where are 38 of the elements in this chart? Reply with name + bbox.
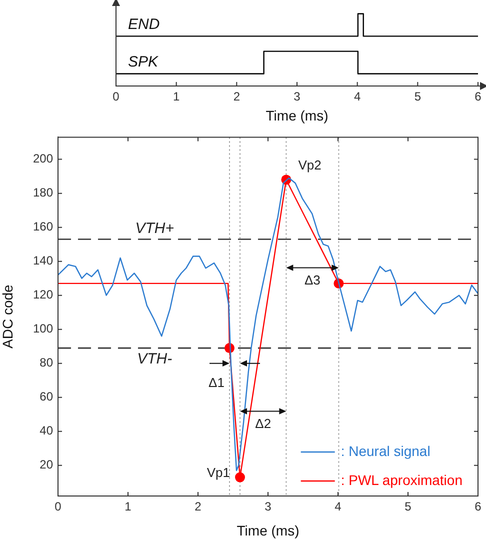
x-tick-label: 0: [54, 500, 62, 514]
ref-line-label: VTH-: [137, 350, 172, 368]
y-tick-label: 120: [32, 288, 54, 302]
annotation: Δ1: [208, 374, 224, 390]
x-tick-label: 6: [474, 500, 482, 514]
y-tick-label: 20: [40, 458, 54, 472]
x-tick-label: 4: [334, 500, 342, 514]
y-tick-label: 60: [40, 390, 54, 404]
x-tick-label: 5: [414, 90, 422, 104]
y-tick-label: 200: [32, 152, 54, 166]
annotation: Δ3: [304, 272, 320, 288]
x-tick-label: 2: [233, 90, 240, 104]
y-tick-label: 160: [32, 220, 54, 234]
x-tick-label: 1: [124, 500, 132, 514]
x-tick-label: 0: [112, 90, 120, 104]
y-tick-label: 180: [32, 186, 54, 200]
series-label: END: [128, 16, 160, 33]
y-tick-label: 40: [40, 424, 54, 438]
series-label: SPK: [128, 53, 160, 70]
x-tick-label: 4: [354, 90, 361, 104]
x-axis-title: Time (ms): [266, 107, 328, 124]
ref-line-label: VTH+: [135, 220, 174, 237]
x-tick-label: 6: [474, 90, 482, 104]
x-tick-label: 1: [172, 90, 180, 104]
legend-label: : PWL aproximation: [340, 472, 462, 488]
x-tick-label: 3: [264, 500, 272, 514]
annotation: Vp2: [298, 157, 322, 172]
y-tick-label: 140: [32, 254, 54, 268]
legend-label: : Neural signal: [340, 442, 430, 459]
x-tick-label: 2: [194, 500, 202, 514]
y-tick-label: 100: [32, 322, 54, 336]
y-tick-label: 80: [40, 356, 54, 370]
x-tick-label: 3: [294, 90, 301, 104]
x-axis-title: Time (ms): [236, 522, 300, 538]
y-axis-title: ADC code: [0, 284, 16, 349]
x-tick-label: 5: [404, 500, 412, 514]
annotation: Δ2: [255, 416, 272, 431]
annotation: Vp1: [206, 464, 230, 480]
